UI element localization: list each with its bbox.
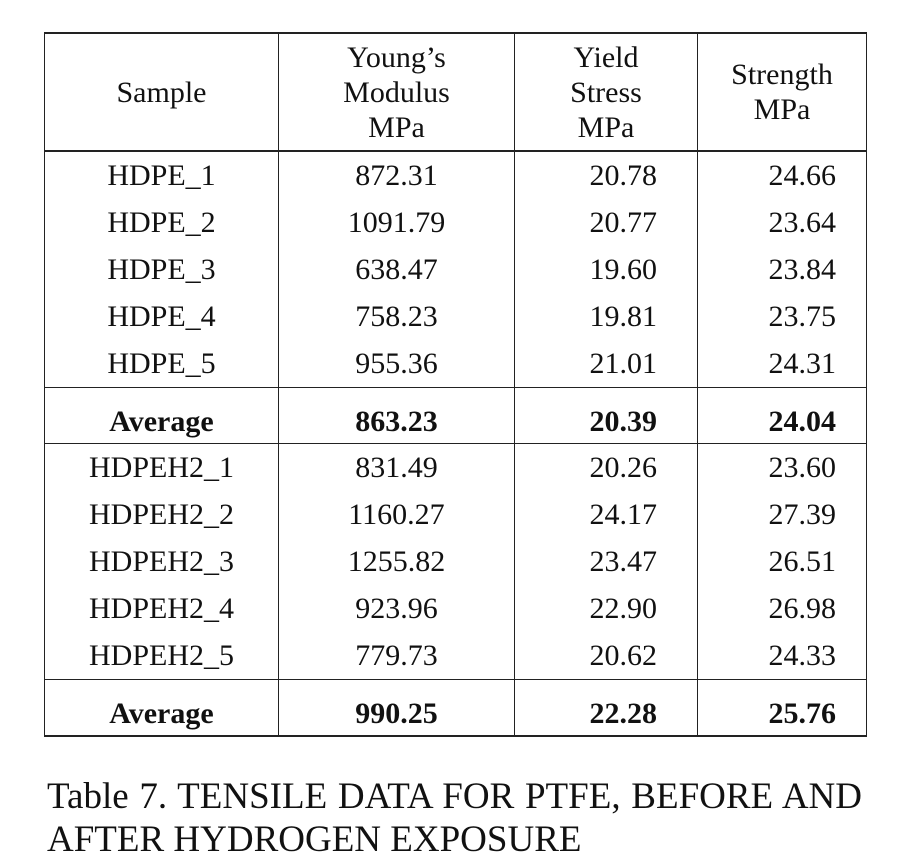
cell-youngs-modulus: 1091.79 [278, 199, 515, 246]
cell-strength: 26.98 [697, 585, 867, 632]
table-row: HDPE_3 638.47 19.60 23.84 [44, 246, 867, 293]
header-youngs-modulus-line-3: MPa [368, 110, 425, 144]
cell-strength: 24.66 [697, 151, 867, 199]
table-header: Sample Young’s Modulus MPa Yield Stress … [44, 32, 867, 152]
header-sample: Sample [44, 32, 279, 152]
cell-sample: HDPEH2_3 [44, 538, 279, 585]
cell-yield-stress: 20.62 [514, 632, 698, 680]
cell-yield-stress: 20.39 [514, 387, 698, 444]
header-yield-stress: Yield Stress MPa [514, 32, 698, 152]
cell-strength: 23.64 [697, 199, 867, 246]
header-row: Sample Young’s Modulus MPa Yield Stress … [44, 32, 867, 152]
table-body: HDPE_1 872.31 20.78 24.66 HDPE_2 1091.79 20.77… [44, 151, 867, 737]
cell-sample: HDPE_2 [44, 199, 279, 246]
table-row: HDPE_1 872.31 20.78 24.66 [44, 151, 867, 199]
cell-youngs-modulus: 638.47 [278, 246, 515, 293]
cell-sample: Average [44, 387, 279, 444]
cell-strength: 24.33 [697, 632, 867, 680]
cell-sample: HDPEH2_2 [44, 491, 279, 538]
table-row: HDPEH2_1 831.49 20.26 23.60 [44, 443, 867, 491]
header-yield-stress-line-2: Stress [570, 75, 642, 109]
cell-sample: Average [44, 679, 279, 737]
cell-sample: HDPE_1 [44, 151, 279, 199]
table-row: HDPEH2_2 1160.27 24.17 27.39 [44, 491, 867, 538]
cell-youngs-modulus: 955.36 [278, 340, 515, 388]
cell-yield-stress: 23.47 [514, 538, 698, 585]
cell-sample: HDPE_4 [44, 293, 279, 340]
cell-youngs-modulus: 990.25 [278, 679, 515, 737]
cell-yield-stress: 24.17 [514, 491, 698, 538]
table-caption: Table 7. TENSILE DATA FOR PTFE, BEFORE A… [47, 776, 862, 860]
cell-youngs-modulus: 831.49 [278, 443, 515, 491]
cell-youngs-modulus: 1255.82 [278, 538, 515, 585]
header-strength: Strength MPa [697, 32, 867, 152]
cell-strength: 23.75 [697, 293, 867, 340]
cell-strength: 23.60 [697, 443, 867, 491]
average-row: Average 990.25 22.28 25.76 [44, 679, 867, 737]
cell-yield-stress: 20.77 [514, 199, 698, 246]
header-yield-stress-line-3: MPa [577, 110, 635, 144]
cell-strength: 24.04 [697, 387, 867, 444]
cell-youngs-modulus: 872.31 [278, 151, 515, 199]
cell-strength: 26.51 [697, 538, 867, 585]
average-row: Average 863.23 20.39 24.04 [44, 387, 867, 444]
cell-strength: 27.39 [697, 491, 867, 538]
header-strength-line-2: MPa [753, 93, 811, 126]
header-yield-stress-line-1: Yield [573, 40, 639, 74]
table-row: HDPE_4 758.23 19.81 23.75 [44, 293, 867, 340]
cell-yield-stress: 19.81 [514, 293, 698, 340]
header-strength-line-1: Strength [731, 58, 833, 91]
cell-sample: HDPE_3 [44, 246, 279, 293]
cell-strength: 23.84 [697, 246, 867, 293]
header-youngs-modulus-line-1: Young’s [347, 40, 446, 74]
table-row: HDPEH2_4 923.96 22.90 26.98 [44, 585, 867, 632]
cell-youngs-modulus: 863.23 [278, 387, 515, 444]
cell-sample: HDPEH2_4 [44, 585, 279, 632]
cell-yield-stress: 21.01 [514, 340, 698, 388]
table-row: HDPE_2 1091.79 20.77 23.64 [44, 199, 867, 246]
cell-yield-stress: 22.90 [514, 585, 698, 632]
cell-strength: 25.76 [697, 679, 867, 737]
cell-sample: HDPEH2_1 [44, 443, 279, 491]
header-youngs-modulus: Young’s Modulus MPa [278, 32, 515, 152]
cell-youngs-modulus: 758.23 [278, 293, 515, 340]
cell-yield-stress: 19.60 [514, 246, 698, 293]
cell-strength: 24.31 [697, 340, 867, 388]
tensile-data-table: Sample Young’s Modulus MPa Yield Stress … [44, 32, 867, 737]
cell-youngs-modulus: 1160.27 [278, 491, 515, 538]
cell-sample: HDPE_5 [44, 340, 279, 388]
cell-yield-stress: 20.78 [514, 151, 698, 199]
table-row: HDPEH2_5 779.73 20.62 24.33 [44, 632, 867, 680]
cell-sample: HDPEH2_5 [44, 632, 279, 680]
table-row: HDPEH2_3 1255.82 23.47 26.51 [44, 538, 867, 585]
cell-youngs-modulus: 923.96 [278, 585, 515, 632]
cell-yield-stress: 22.28 [514, 679, 698, 737]
table-row: HDPE_5 955.36 21.01 24.31 [44, 340, 867, 388]
cell-youngs-modulus: 779.73 [278, 632, 515, 680]
header-youngs-modulus-line-2: Modulus [343, 75, 450, 109]
cell-yield-stress: 20.26 [514, 443, 698, 491]
